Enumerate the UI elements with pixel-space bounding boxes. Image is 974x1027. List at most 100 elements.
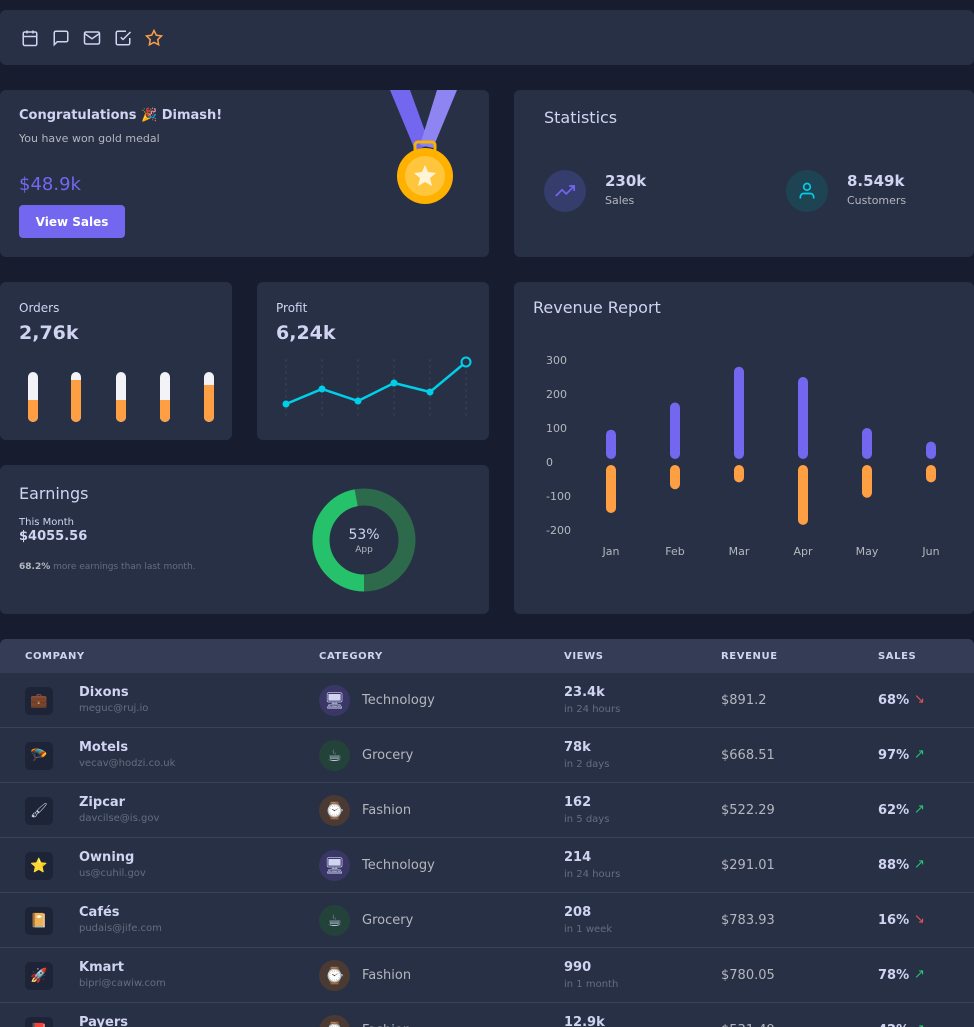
customers-label: Customers (847, 194, 906, 207)
orders-bar-fill (71, 380, 81, 423)
profit-card: Profit 6,24k (257, 282, 489, 440)
table-row[interactable]: 🖌Zipcardavcilse@is.gov⌚Fashion162in 5 da… (0, 783, 974, 838)
revenue-bar-negative[interactable] (926, 465, 936, 482)
header-company[interactable]: COMPANY (25, 651, 85, 662)
customers-value: 8.549k (847, 172, 904, 190)
company-logo-icon: 🖌 (25, 797, 53, 825)
company-logo-icon: 🚀 (25, 962, 53, 990)
orders-card: Orders 2,76k (0, 282, 232, 440)
views-period: in 1 week (564, 924, 612, 935)
views-value: 78k (564, 740, 591, 755)
congrats-amount: $48.9k (19, 174, 81, 195)
company-name: Owning (79, 850, 134, 865)
user-icon (786, 170, 828, 212)
calendar-icon[interactable] (20, 28, 40, 48)
earnings-title: Earnings (19, 484, 88, 503)
category-icon: 🖥 (319, 850, 350, 881)
company-email: us@cuhil.gov (79, 868, 146, 879)
orders-bar (204, 372, 214, 422)
views-period: in 24 hours (564, 869, 620, 880)
category-icon: ⌚ (319, 1015, 350, 1027)
y-tick-label: -100 (546, 490, 571, 503)
y-tick-label: -200 (546, 524, 571, 537)
revenue-bar-negative[interactable] (606, 465, 616, 513)
views-period: in 5 days (564, 814, 609, 825)
table-row[interactable]: 🚀Kmartbipri@cawiw.com⌚Fashion990in 1 mon… (0, 948, 974, 1003)
category-label: Technology (362, 693, 435, 708)
sales-percent: 97% (878, 748, 909, 763)
header-category[interactable]: CATEGORY (319, 651, 383, 662)
trend-arrow-icon: ↗ (914, 802, 925, 817)
category-icon: 🖥 (319, 685, 350, 716)
star-icon[interactable] (144, 28, 164, 48)
category-icon: ⌚ (319, 960, 350, 991)
views-value: 12.9k (564, 1015, 605, 1027)
trend-arrow-icon: ↗ (914, 857, 925, 872)
company-email: bipri@cawiw.com (79, 978, 166, 989)
category-icon: ☕ (319, 905, 350, 936)
company-logo-icon: 📕 (25, 1017, 53, 1027)
company-logo-icon: 🪂 (25, 742, 53, 770)
sales-percent: 68% (878, 693, 909, 708)
x-tick-label: Jun (921, 545, 939, 558)
trend-arrow-icon: ↘ (914, 912, 925, 927)
x-tick-label: Jan (602, 545, 620, 558)
mail-icon[interactable] (82, 28, 102, 48)
x-tick-label: May (856, 545, 879, 558)
header-sales[interactable]: SALES (878, 651, 916, 662)
revenue-bar-negative[interactable] (798, 465, 808, 525)
trend-arrow-icon: ↘ (914, 692, 925, 707)
company-logo-icon: ⭐ (25, 852, 53, 880)
orders-bar-fill (28, 400, 38, 423)
revenue-bar-positive[interactable] (734, 367, 744, 459)
revenue-bar-positive[interactable] (862, 428, 872, 459)
table-row[interactable]: 💼Dixonsmeguc@ruj.io🖥Technology23.4kin 24… (0, 673, 974, 728)
category-label: Grocery (362, 748, 413, 763)
orders-bar-fill (204, 385, 214, 423)
revenue-bar-positive[interactable] (926, 442, 936, 459)
profit-point (392, 381, 397, 386)
company-name: Cafés (79, 905, 120, 920)
revenue-value: $780.05 (721, 968, 775, 983)
company-logo-icon: 📔 (25, 907, 53, 935)
table-row[interactable]: 🪂Motelsvecav@hodzi.co.uk☕Grocery78kin 2 … (0, 728, 974, 783)
view-sales-button[interactable]: View Sales (19, 205, 125, 238)
sales-percent: 88% (878, 858, 909, 873)
revenue-report-title: Revenue Report (533, 298, 661, 317)
profit-point (356, 399, 361, 404)
congrats-title: Congratulations 🎉 Dimash! (19, 108, 222, 123)
message-icon[interactable] (51, 28, 71, 48)
table-row[interactable]: 📔Caféspudais@jife.com☕Grocery208in 1 wee… (0, 893, 974, 948)
category-label: Technology (362, 858, 435, 873)
company-name: Zipcar (79, 795, 125, 810)
views-value: 208 (564, 905, 591, 920)
company-name: Payers (79, 1015, 128, 1027)
congratulations-card: Congratulations 🎉 Dimash! You have won g… (0, 90, 489, 257)
revenue-bar-positive[interactable] (798, 377, 808, 459)
revenue-bar-positive[interactable] (670, 403, 680, 460)
top-navbar (0, 10, 974, 65)
sales-label: Sales (605, 194, 634, 207)
category-label: Fashion (362, 1023, 411, 1027)
x-tick-label: Mar (729, 545, 750, 558)
header-views[interactable]: VIEWS (564, 651, 604, 662)
company-name: Motels (79, 740, 128, 755)
earnings-note: 68.2% more earnings than last month. (19, 562, 196, 572)
header-revenue[interactable]: REVENUE (721, 651, 778, 662)
donut-value: 53% (312, 527, 416, 543)
revenue-bar-positive[interactable] (606, 430, 616, 459)
earnings-amount: $4055.56 (19, 529, 87, 544)
revenue-bar-chart: 3002001000-100-200JanFebMarAprMayJun (514, 342, 974, 562)
profit-value: 6,24k (276, 322, 336, 344)
x-tick-label: Feb (665, 545, 684, 558)
table-row[interactable]: ⭐Owningus@cuhil.gov🖥Technology214in 24 h… (0, 838, 974, 893)
profit-line (286, 362, 466, 404)
checkbox-icon[interactable] (113, 28, 133, 48)
orders-bar (28, 372, 38, 422)
revenue-bar-negative[interactable] (734, 465, 744, 482)
category-label: Grocery (362, 913, 413, 928)
table-row[interactable]: 📕Payers⌚Fashion12.9k$531.4942%↗ (0, 1003, 974, 1027)
revenue-bar-negative[interactable] (670, 465, 680, 489)
category-label: Fashion (362, 968, 411, 983)
revenue-bar-negative[interactable] (862, 465, 872, 498)
